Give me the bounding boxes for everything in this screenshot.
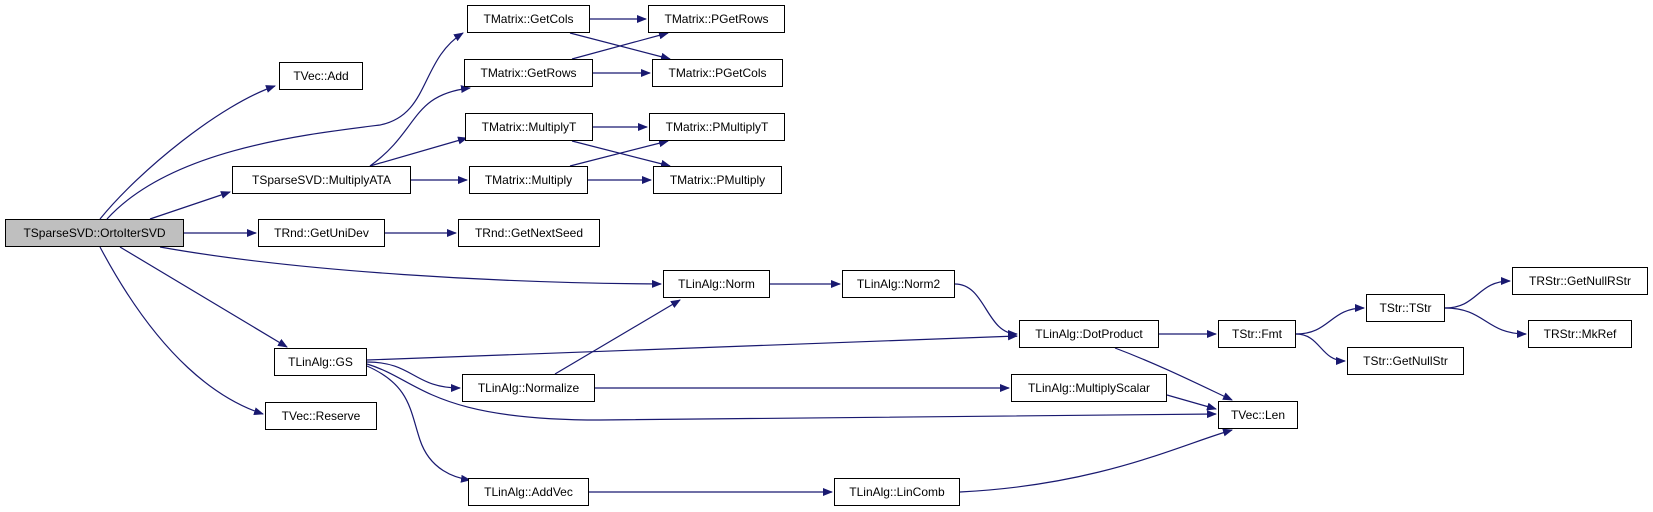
edge-getrows-to-pgetrows — [571, 31, 669, 60]
node-pgetrows[interactable]: TMatrix::PGetRows — [648, 5, 785, 33]
edge-orto-to-multiplyata — [149, 191, 231, 220]
node-len[interactable]: TVec::Len — [1218, 401, 1298, 429]
edge-multiplyata-to-getrows — [369, 85, 471, 167]
node-dotproduct[interactable]: TLinAlg::DotProduct — [1019, 320, 1159, 348]
node-norm2[interactable]: TLinAlg::Norm2 — [842, 270, 955, 298]
edge-multiplyscalar-to-len — [1166, 394, 1217, 411]
node-getnextseed[interactable]: TRnd::GetNextSeed — [458, 219, 600, 247]
edge-multiply-to-pmultiplyt — [569, 139, 669, 167]
edge-norm2-to-dotproduct — [954, 283, 1018, 338]
node-addvec[interactable]: TLinAlg::AddVec — [468, 478, 589, 506]
node-multiplyt[interactable]: TMatrix::MultiplyT — [465, 113, 593, 141]
node-multiply[interactable]: TMatrix::Multiply — [469, 166, 588, 194]
node-normalize[interactable]: TLinAlg::Normalize — [462, 374, 595, 402]
edge-tstr-to-mkref — [1444, 307, 1527, 338]
edge-fmt-to-tstr — [1295, 304, 1365, 335]
edge-orto-to-add — [99, 85, 276, 220]
edge-gs-to-len — [366, 363, 1217, 421]
node-pmultiply[interactable]: TMatrix::PMultiply — [653, 166, 782, 194]
edge-normalize-to-norm — [554, 299, 681, 375]
node-getunidev[interactable]: TRnd::GetUniDev — [258, 219, 385, 247]
node-lincomb[interactable]: TLinAlg::LinComb — [834, 478, 960, 506]
edge-gs-to-normalize — [366, 361, 461, 392]
edge-tstr-to-getnullrstr — [1444, 277, 1511, 309]
edge-fmt-to-getnullstr — [1295, 333, 1346, 365]
edge-orto-to-gs — [119, 246, 288, 348]
node-pmultiplyt[interactable]: TMatrix::PMultiplyT — [649, 113, 785, 141]
node-getnullstr[interactable]: TStr::GetNullStr — [1347, 347, 1464, 375]
node-fmt[interactable]: TStr::Fmt — [1218, 320, 1296, 348]
node-reserve[interactable]: TVec::Reserve — [265, 402, 377, 430]
edge-multiplyata-to-multiplyt — [369, 136, 468, 167]
edge-gs-to-addvec — [366, 365, 471, 483]
node-multiplyata[interactable]: TSparseSVD::MultiplyATA — [232, 166, 411, 194]
edge-lincomb-to-len — [959, 428, 1233, 493]
node-norm[interactable]: TLinAlg::Norm — [663, 270, 770, 298]
node-getrows[interactable]: TMatrix::GetRows — [464, 59, 593, 87]
node-orto[interactable]: TSparseSVD::OrtoIterSVD — [5, 219, 184, 247]
node-multiplyscalar[interactable]: TLinAlg::MultiplyScalar — [1011, 374, 1167, 402]
node-gs[interactable]: TLinAlg::GS — [274, 348, 367, 376]
edge-orto-to-getcols — [106, 32, 464, 220]
edge-orto-to-reserve — [99, 246, 264, 416]
node-pgetcols[interactable]: TMatrix::PGetCols — [652, 59, 783, 87]
node-tstr[interactable]: TStr::TStr — [1366, 294, 1445, 322]
node-mkref[interactable]: TRStr::MkRef — [1528, 320, 1632, 348]
edge-orto-to-norm — [159, 246, 662, 288]
node-getnullrstr[interactable]: TRStr::GetNullRStr — [1512, 267, 1648, 295]
node-getcols[interactable]: TMatrix::GetCols — [467, 5, 590, 33]
edge-dotproduct-to-len — [1114, 347, 1233, 401]
node-add[interactable]: TVec::Add — [279, 62, 363, 90]
edge-gs-to-dotproduct — [366, 332, 1018, 361]
